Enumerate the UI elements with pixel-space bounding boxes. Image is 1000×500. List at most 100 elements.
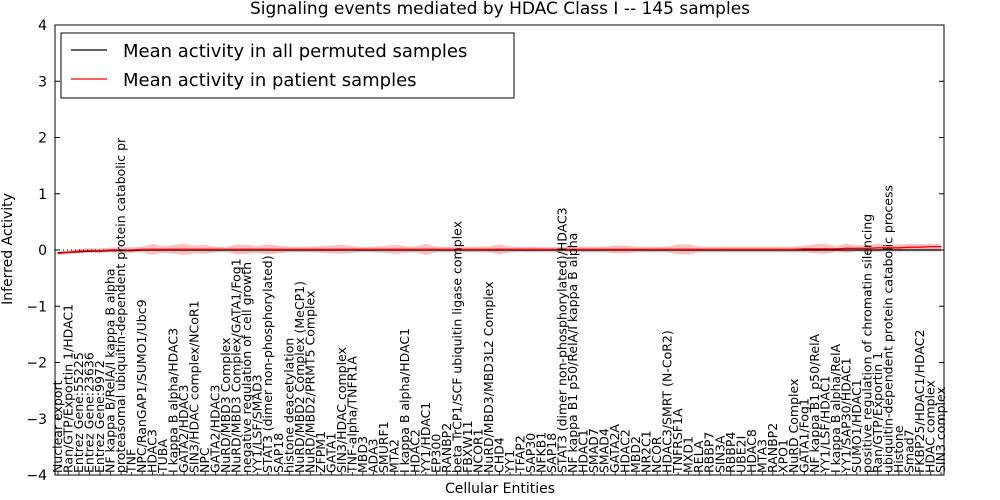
data-point — [141, 248, 143, 250]
data-point — [677, 248, 679, 250]
x-tick-label: HDAC2 — [407, 429, 422, 473]
x-tick-label: SMURF1 — [376, 421, 391, 473]
data-point — [246, 248, 248, 250]
data-point — [562, 248, 564, 250]
x-tick-label: MTA3 — [754, 439, 769, 473]
x-tick-label: MTA2 — [386, 439, 401, 473]
data-point — [803, 249, 805, 251]
data-point — [120, 249, 122, 251]
data-point — [372, 248, 374, 250]
x-tick-label: TNFRSF1A — [670, 408, 685, 474]
x-tick-label: RBBP4 — [723, 432, 738, 473]
data-point — [625, 248, 627, 250]
x-tick-label: Entrez Gene:23636 — [82, 352, 97, 473]
x-tick-label: EP300 — [428, 434, 443, 473]
x-tick-label: Histone — [891, 425, 906, 473]
data-point — [456, 248, 459, 250]
y-tick-label: −4 — [26, 468, 47, 484]
data-point — [856, 247, 858, 249]
x-tick-label: NuRD/MBD3 Complex — [218, 337, 233, 473]
x-tick-label: beta TrCP1/SCF ubiquitin ligase complex — [450, 221, 465, 473]
data-point — [425, 248, 427, 250]
legend-label-permuted: Mean activity in all permuted samples — [123, 41, 467, 62]
y-tick-label: 3 — [38, 74, 47, 90]
data-point — [593, 248, 595, 250]
data-point — [467, 248, 469, 250]
x-tick-label: I kappa B alpha/RelA — [828, 343, 843, 473]
x-tick-label: negative regulation of cell growth — [239, 262, 254, 473]
x-tick-label: GATA1/Fog1 — [796, 398, 811, 473]
data-point — [877, 247, 879, 249]
data-point — [67, 251, 70, 253]
legend-label-patient: Mean activity in patient samples — [123, 70, 417, 91]
data-point — [267, 248, 269, 250]
data-point — [898, 247, 900, 249]
x-tick-label: SIN3/HDAC complex/NCoR1 — [187, 300, 202, 473]
x-tick-label: NF kappa B1 p50/RelA/I kappa B alpha — [565, 233, 580, 473]
data-point — [688, 248, 690, 250]
x-tick-label: ADA3 — [365, 439, 380, 473]
data-point — [866, 249, 869, 251]
x-tick-label: RANBP2 — [439, 423, 454, 473]
x-tick-label: I kappa B alpha/HDAC3 — [166, 328, 181, 473]
x-tick-label: NR2C1 — [639, 430, 654, 473]
x-tick-label: SAP18 — [544, 433, 559, 473]
data-point — [709, 248, 711, 250]
x-tick-label: NuRD/MBD3/MBD3L2 Complex — [481, 281, 496, 473]
data-point — [78, 250, 80, 252]
data-point — [299, 248, 301, 250]
x-tick-label: NF kappa B1 p50/RelA — [807, 333, 822, 473]
x-tick-label: XPO1 — [775, 439, 790, 473]
data-point — [908, 249, 911, 251]
data-point — [257, 248, 259, 250]
x-tick-label: RBBP7 — [702, 432, 717, 473]
x-tick-label: HDAC8 — [744, 429, 759, 473]
x-tick-label: HDAC complex — [923, 380, 938, 473]
data-point — [88, 250, 91, 252]
x-tick-label: CHD4 — [492, 437, 507, 473]
x-tick-label: GATA2A — [607, 424, 622, 473]
data-point — [803, 248, 805, 250]
series-lines — [57, 245, 942, 255]
y-tick-label: −1 — [26, 299, 47, 315]
data-point — [362, 248, 364, 250]
data-point — [341, 248, 343, 250]
x-tick-label: proteasomal ubiquitin-dependent protein … — [113, 137, 128, 473]
data-point — [383, 248, 385, 250]
data-point — [488, 248, 490, 250]
data-point — [414, 248, 416, 250]
x-tick-label: STAT3 (dimer non-phosphorylated)/HDAC3 — [555, 207, 570, 473]
x-tick-label: MBD2 — [628, 436, 643, 473]
data-point — [404, 248, 406, 250]
x-tick-label: UBE2I — [733, 436, 748, 473]
data-point — [204, 248, 206, 250]
data-point — [898, 249, 900, 251]
data-point — [152, 248, 154, 250]
x-tick-label: TUBA — [155, 439, 170, 474]
data-point — [845, 249, 848, 251]
data-point — [793, 248, 795, 250]
data-point — [856, 249, 858, 251]
data-point — [498, 248, 501, 250]
data-point — [919, 249, 921, 251]
x-tick-label: YY1/SAP30/HDAC1 — [838, 357, 853, 474]
data-point — [540, 248, 543, 250]
x-tick-label: SIN3A — [712, 435, 727, 473]
data-point — [929, 246, 932, 248]
x-tick-label: TNF-alpha/TNFR1A — [344, 356, 359, 474]
x-tick-label: STAT3 (dimer non-phosphorylated) — [260, 255, 275, 473]
x-tick-label: I kappa B alpha/HDAC1 — [397, 328, 412, 473]
data-point — [330, 248, 332, 250]
x-tick-label: YY1/HDAC1 — [418, 402, 433, 474]
data-point — [751, 248, 753, 250]
y-tick-label: 0 — [38, 243, 47, 259]
x-tick-label: NuRD/MBD3 Complex/GATA1/Fog1 — [229, 258, 244, 473]
data-point — [877, 249, 879, 251]
data-point — [835, 248, 837, 250]
x-tick-label: SIN3/HDAC complex — [334, 347, 349, 473]
x-tick-label: HDAC2 — [618, 429, 633, 473]
x-tick-label: MBD3 — [355, 436, 370, 473]
data-point — [530, 248, 532, 250]
x-tick-label: RANBP2 — [765, 423, 780, 473]
